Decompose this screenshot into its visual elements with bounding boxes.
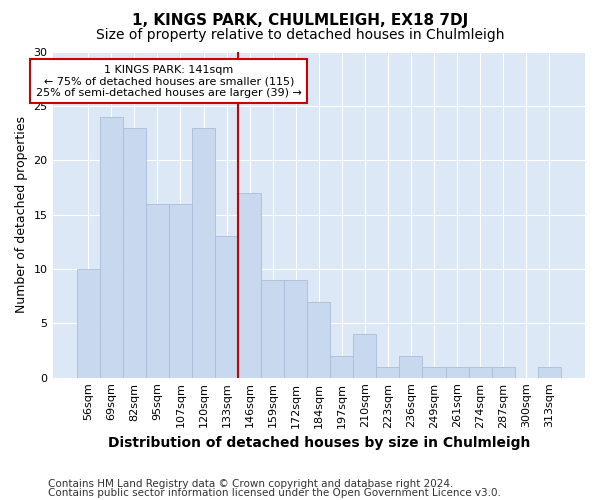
Bar xyxy=(469,367,491,378)
Bar xyxy=(123,128,146,378)
Bar xyxy=(330,356,353,378)
Y-axis label: Number of detached properties: Number of detached properties xyxy=(15,116,28,313)
Bar xyxy=(422,367,446,378)
Bar xyxy=(307,302,330,378)
Text: 1 KINGS PARK: 141sqm
← 75% of detached houses are smaller (115)
25% of semi-deta: 1 KINGS PARK: 141sqm ← 75% of detached h… xyxy=(36,64,302,98)
Bar xyxy=(491,367,515,378)
X-axis label: Distribution of detached houses by size in Chulmleigh: Distribution of detached houses by size … xyxy=(107,436,530,450)
Bar xyxy=(400,356,422,378)
Bar xyxy=(353,334,376,378)
Text: Contains HM Land Registry data © Crown copyright and database right 2024.: Contains HM Land Registry data © Crown c… xyxy=(48,479,454,489)
Bar xyxy=(146,204,169,378)
Text: Contains public sector information licensed under the Open Government Licence v3: Contains public sector information licen… xyxy=(48,488,501,498)
Bar xyxy=(376,367,400,378)
Bar xyxy=(169,204,192,378)
Bar xyxy=(100,116,123,378)
Bar xyxy=(77,269,100,378)
Bar xyxy=(284,280,307,378)
Bar xyxy=(192,128,215,378)
Text: Size of property relative to detached houses in Chulmleigh: Size of property relative to detached ho… xyxy=(96,28,504,42)
Text: 1, KINGS PARK, CHULMLEIGH, EX18 7DJ: 1, KINGS PARK, CHULMLEIGH, EX18 7DJ xyxy=(132,12,468,28)
Bar xyxy=(238,193,261,378)
Bar xyxy=(215,236,238,378)
Bar xyxy=(261,280,284,378)
Bar xyxy=(446,367,469,378)
Bar xyxy=(538,367,561,378)
